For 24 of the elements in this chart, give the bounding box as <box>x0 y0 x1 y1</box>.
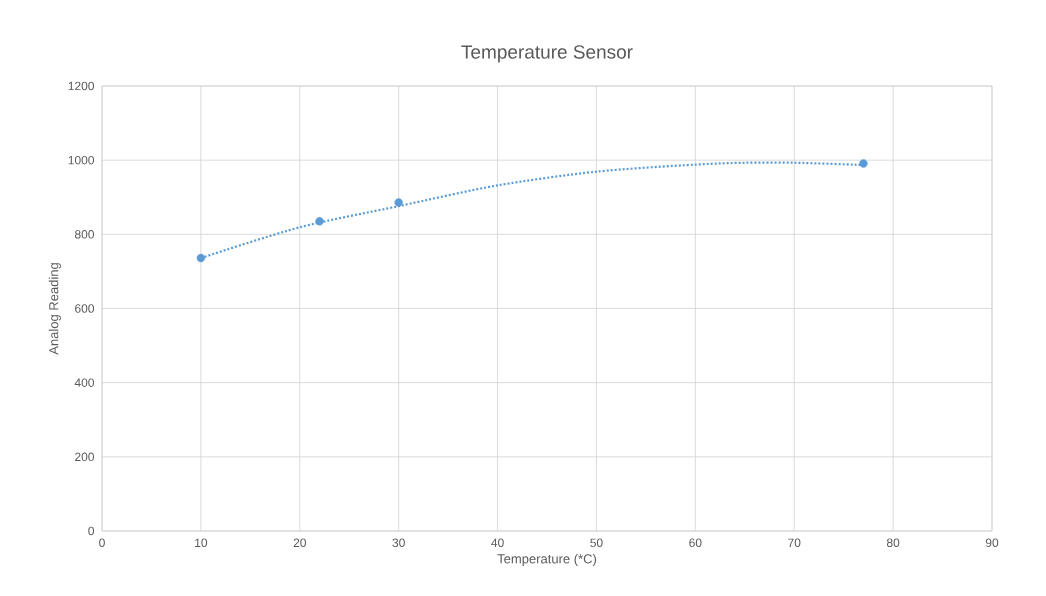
y-tick-label: 600 <box>75 304 95 313</box>
x-tick-label: 50 <box>590 538 603 548</box>
point <box>859 159 868 168</box>
x-tick-label: 20 <box>293 538 306 548</box>
x-tick-label: 30 <box>392 538 405 548</box>
x-axis-title: Temperature (*C) <box>497 553 597 566</box>
x-tick-label: 0 <box>99 538 105 548</box>
y-tick-label: 800 <box>74 230 95 239</box>
y-tick-label: 400 <box>74 378 95 387</box>
y-axis-title: Analog Reading <box>48 263 61 355</box>
y-tick-label: 200 <box>75 452 95 462</box>
y-tick-label: 0 <box>88 526 95 536</box>
x-tick-label: 70 <box>788 538 801 548</box>
x-tick-label: 60 <box>689 538 702 548</box>
x-tick-label: 10 <box>195 538 208 548</box>
chart-title: Temperature Sensor <box>461 45 633 63</box>
x-tick-label: 90 <box>985 538 999 548</box>
y-tick-label: 1200 <box>68 81 95 91</box>
x-tick-label: 40 <box>491 538 504 548</box>
y-tick-label: 1000 <box>68 155 95 165</box>
point <box>394 198 403 207</box>
point <box>196 253 206 263</box>
x-tick-label: 80 <box>886 538 900 548</box>
point <box>315 217 324 226</box>
